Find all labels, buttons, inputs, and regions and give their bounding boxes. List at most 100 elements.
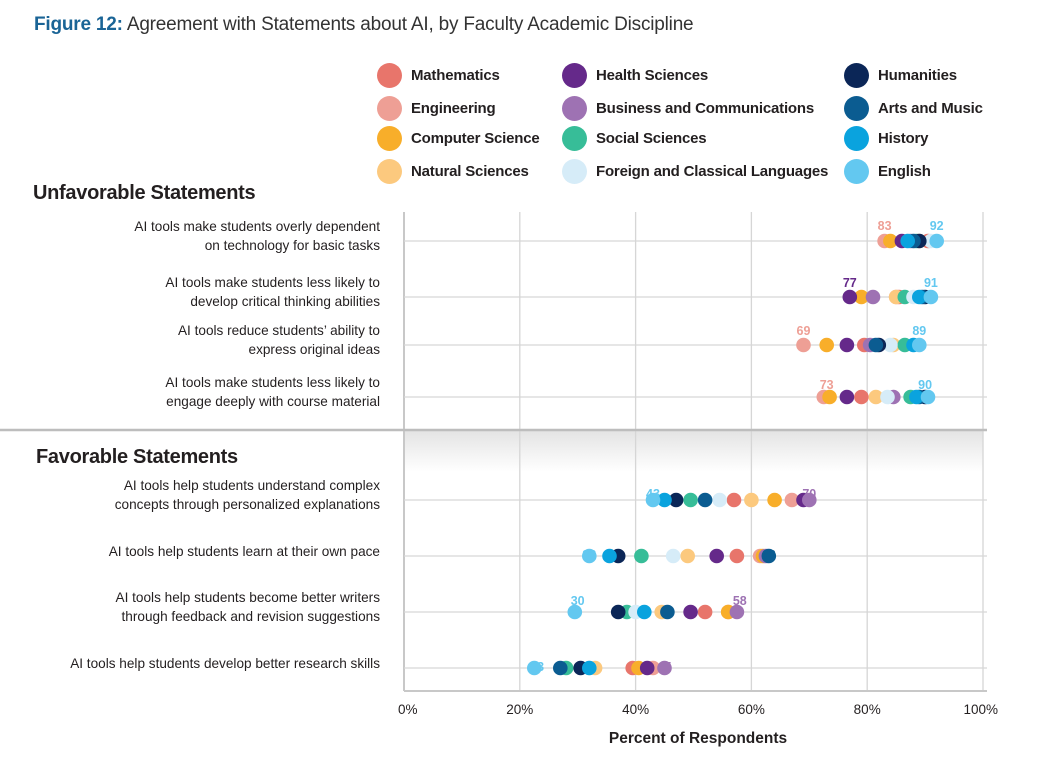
dot-computer-science [767,492,782,508]
legend-label: Business and Communications [596,99,814,117]
min-value-label: 32 [582,548,596,562]
chart-title: Figure 12: Agreement with Statements abo… [34,14,694,36]
dot-health-sciences [839,389,855,405]
figure-label: Figure 12: [34,14,123,35]
max-value-label: 58 [733,594,747,608]
legend-label: Engineering [411,99,496,117]
dot-health-sciences [709,548,724,564]
legend-item-arts-and-music: Arts and Music [844,95,983,121]
statement-label-line: AI tools reduce students’ ability to [177,323,380,338]
x-tick-label: 60% [737,702,765,717]
legend-item-computer-science: Computer Science [377,125,540,151]
dot-natural-sciences [680,548,695,564]
legend-marker-icon [844,158,869,184]
dot-social-sciences [634,548,649,564]
max-value-label: 70 [802,487,816,501]
min-value-label: 69 [797,324,811,338]
statement-label-line: AI tools help students become better wri… [115,590,380,605]
statement-label-line: engage deeply with course material [166,394,380,409]
statement-label: AI tools help students understand comple… [0,476,380,514]
dot-computer-science [819,337,834,353]
dot-history [912,289,927,305]
dot-history [657,492,672,508]
legend-label: Computer Science [411,129,540,147]
min-value-label: 83 [878,219,892,233]
min-value-label: 23 [530,660,544,674]
dot-english [912,337,927,353]
legend-item-business-and-communications: Business and Communications [562,95,814,121]
x-axis-label: Percent of Respondents [608,730,788,747]
dot-health-sciences [683,604,698,620]
legend-marker-icon [377,62,402,88]
dot-arts-and-music [761,548,777,564]
legend-marker-icon [562,158,587,184]
dot-mathematics [697,604,713,620]
legend-marker-icon [844,62,869,88]
legend-item-english: English [844,158,931,184]
dot-computer-science [854,289,869,305]
statement-label-line: concepts through personalized explanatio… [114,497,380,512]
x-tick-label: 80% [853,702,881,717]
statement-label-line: AI tools make students overly dependent [134,219,380,234]
statement-label: AI tools help students learn at their ow… [0,542,380,561]
dot-mathematics [854,389,869,405]
dot-natural-sciences [744,492,759,508]
figure-title-text: Agreement with Statements about AI, by F… [122,14,694,35]
legend-marker-icon [377,125,402,151]
dot-arts-and-music [697,492,713,508]
legend-item-engineering: Engineering [377,95,496,121]
statement-label-line: AI tools help students understand comple… [123,478,380,493]
min-value-label: 43 [646,487,660,501]
dot-history [602,548,617,564]
dot-business-and-communications [657,660,672,676]
dot-english [582,548,597,564]
dot-business-and-communications [865,289,881,305]
statement-label: AI tools make students less likely to eng… [0,373,380,411]
max-value-label: 63 [762,548,776,562]
statement-label-line: AI tools help students develop better re… [70,656,380,671]
dot-social-sciences [683,492,698,508]
dot-foreign-and-classical-languages [712,492,727,508]
statement-label-line: through feedback and revision suggestion… [121,609,380,624]
statement-label-line: express original ideas [248,342,380,357]
dot-arts-and-music [868,337,884,353]
legend-marker-icon [562,125,587,151]
dot-health-sciences [842,289,858,305]
dot-humanities [668,492,684,508]
x-tick-label: 20% [506,702,534,717]
legend-item-mathematics: Mathematics [377,62,500,88]
dot-mathematics [726,492,742,508]
max-value-label: 89 [912,324,926,338]
dot-english [920,389,936,405]
statement-label-line: on technology for basic tasks [204,238,380,253]
max-value-label: 90 [918,378,932,392]
statement-label: AI tools reduce students’ ability to expr… [0,321,380,359]
dot-business-and-communications [802,492,817,508]
dot-english [567,604,583,620]
dot-arts-and-music [553,660,568,676]
legend-label: Health Sciences [596,66,709,84]
legend-item-foreign-and-classical-languages: Foreign and Classical Languages [562,158,828,184]
legend-marker-icon [844,95,869,121]
min-value-label: 73 [820,378,834,392]
statement-label: AI tools help students become better wri… [0,588,380,626]
legend-label: Social Sciences [596,129,707,147]
section-title-favorable: Favorable Statements [36,446,238,468]
dot-history [900,233,915,249]
dot-computer-science [883,233,898,249]
x-tick-label: 100% [963,702,998,717]
legend-marker-icon [844,125,869,151]
legend-marker-icon [562,95,587,121]
section-shading [404,430,983,472]
dot-health-sciences [639,660,655,676]
legend-item-natural-sciences: Natural Sciences [377,158,529,184]
max-value-label: 45 [658,660,672,674]
x-tick-label: 0% [398,702,418,717]
legend-label: Foreign and Classical Languages [596,162,829,180]
dot-arts-and-music [660,604,675,620]
legend-label: Mathematics [411,66,500,84]
legend-item-social-sciences: Social Sciences [562,125,707,151]
legend-marker-icon [377,158,402,184]
legend-marker-icon [377,95,402,121]
